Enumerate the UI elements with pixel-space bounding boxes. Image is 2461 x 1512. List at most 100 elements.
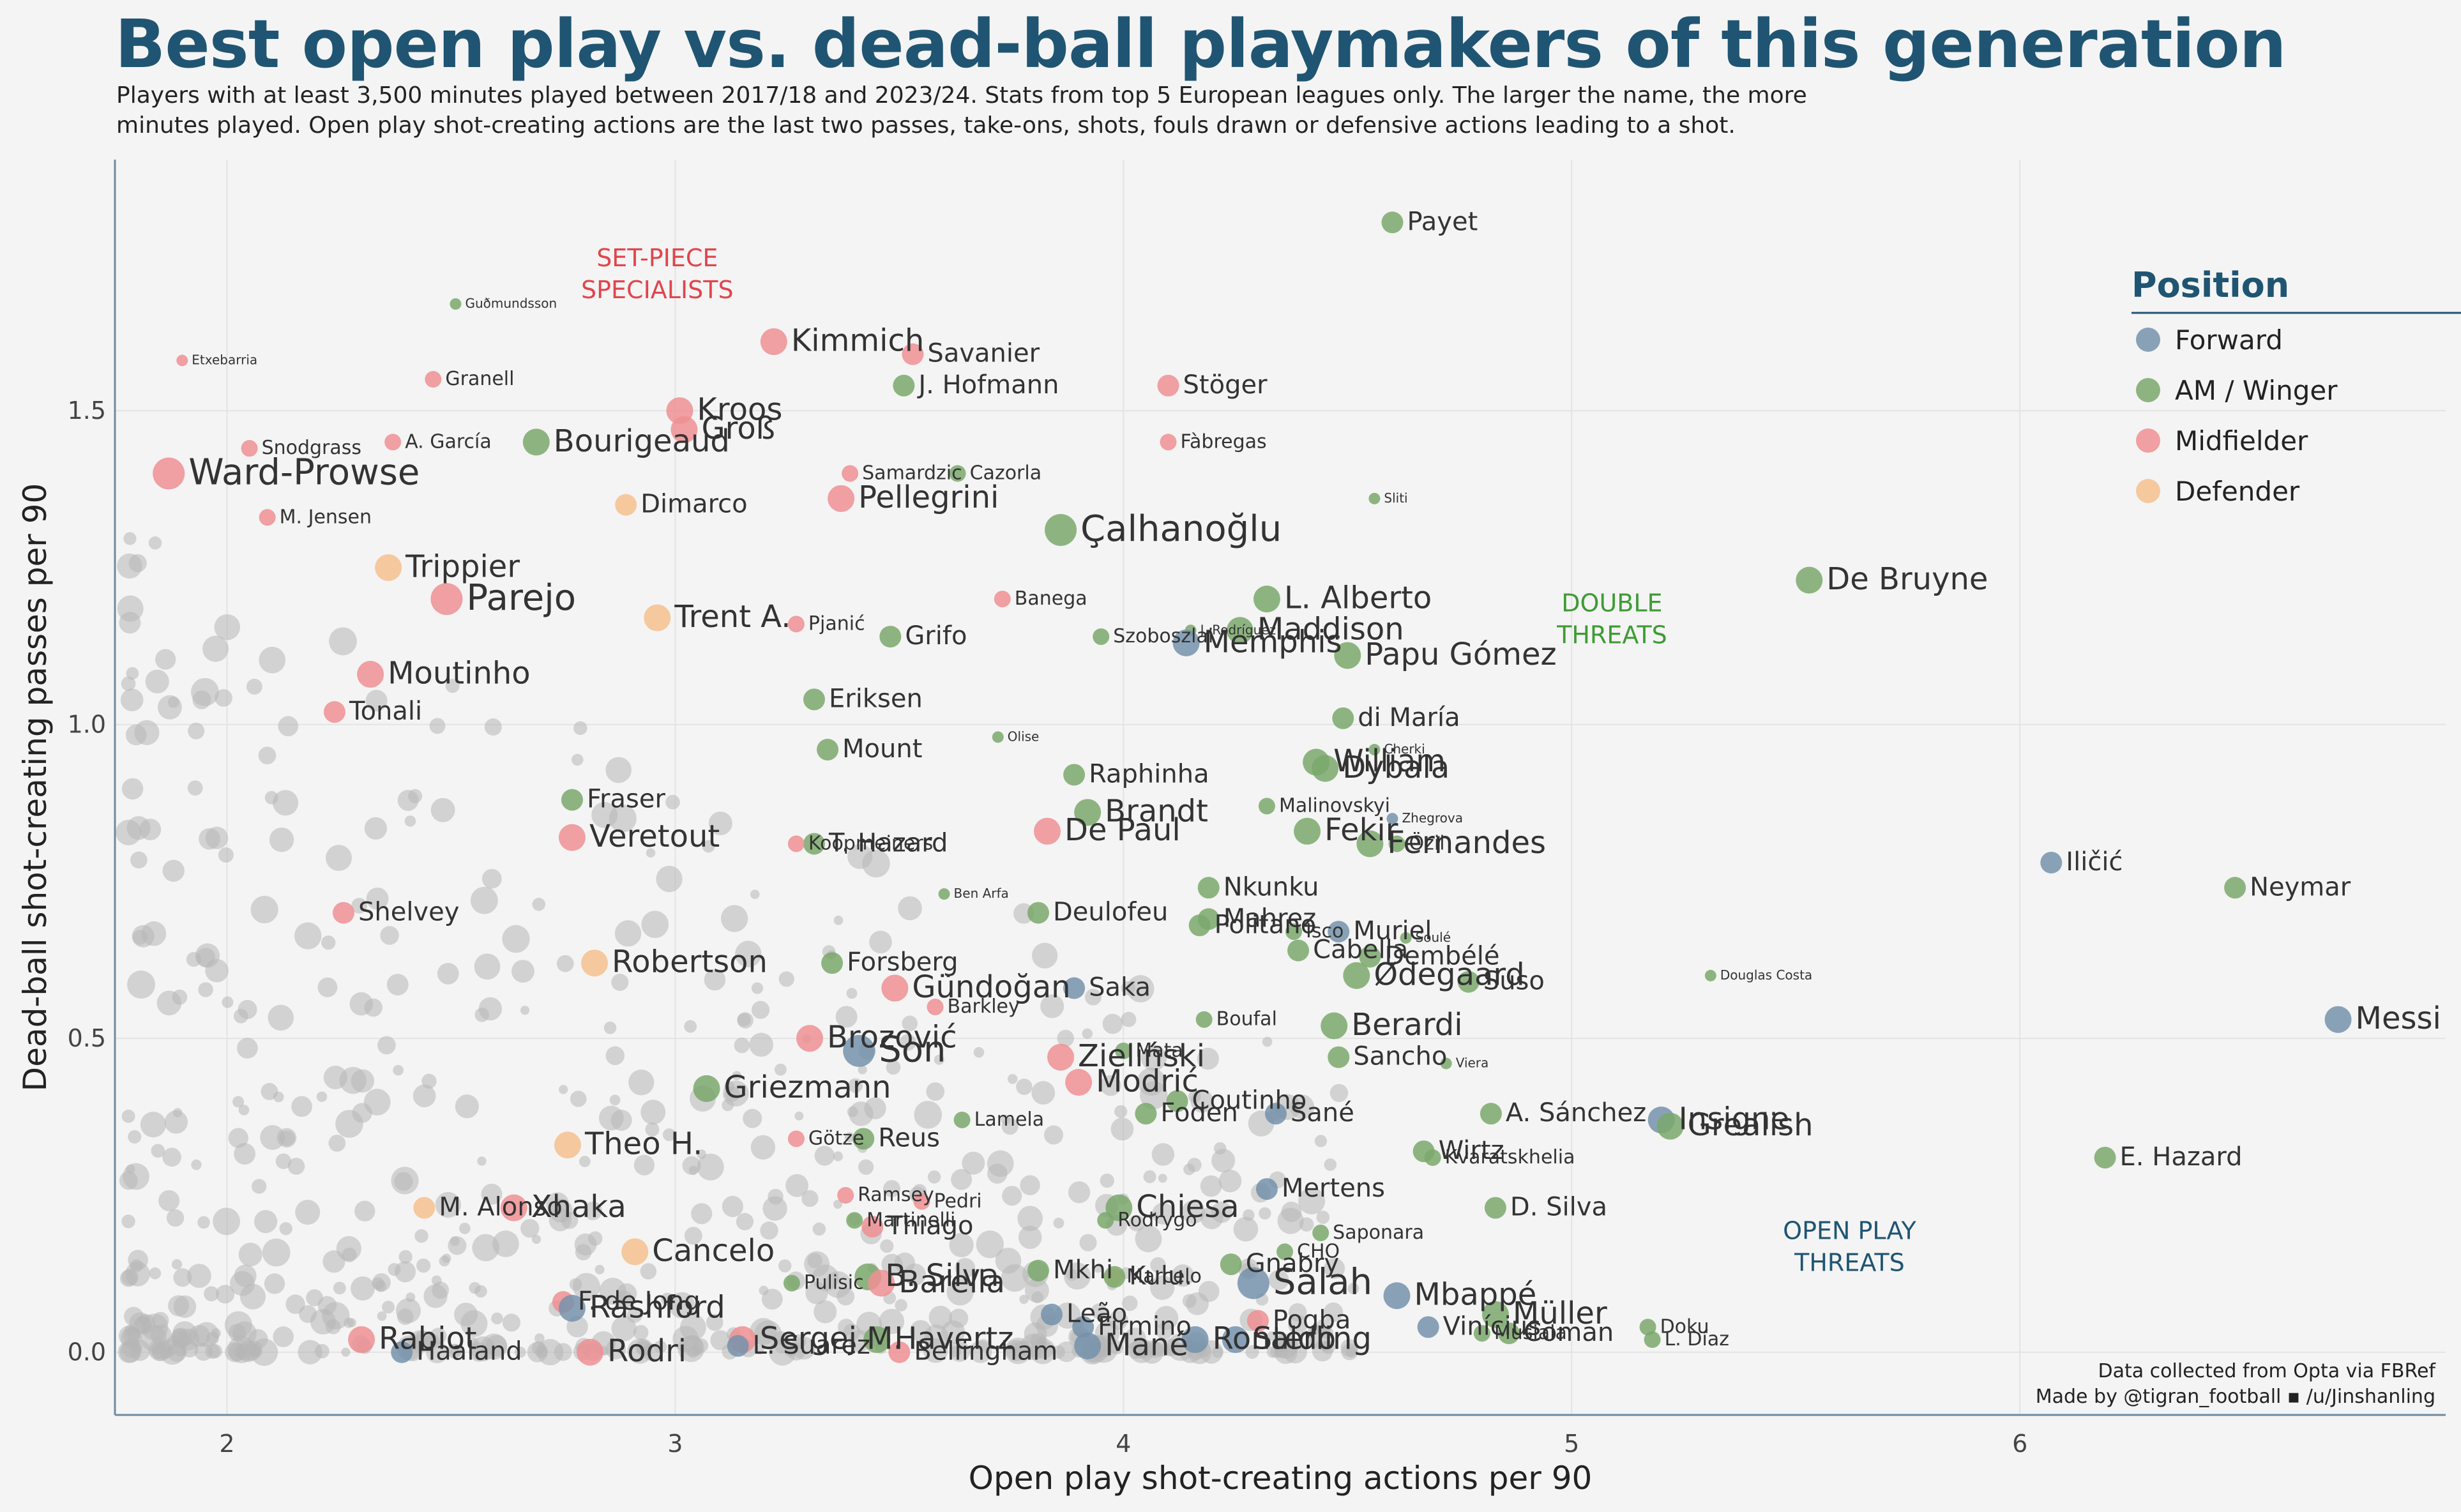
- other-player-point: [833, 1151, 844, 1161]
- other-player-point: [429, 718, 446, 734]
- other-player-point: [688, 1165, 699, 1176]
- player-point: [1457, 971, 1480, 993]
- other-player-point: [814, 1300, 837, 1324]
- player-label: Mkhi: [1053, 1255, 1113, 1285]
- other-player-point: [1093, 1264, 1103, 1273]
- x-tick-label: 6: [2012, 1430, 2027, 1458]
- player-point: [1222, 1326, 1249, 1354]
- other-player-point: [778, 971, 794, 987]
- legend-swatch: [2136, 428, 2160, 453]
- player-label: Cazorla: [970, 462, 1042, 485]
- other-player-point: [472, 1234, 500, 1262]
- player-label: Fernandes: [1387, 825, 1546, 861]
- player-point: [554, 1131, 581, 1159]
- other-player-point: [188, 1325, 211, 1347]
- other-player-point: [646, 848, 656, 858]
- player-labels: Payet Guðmundsson Etxebarria Kimmich Savanie…: [188, 207, 2441, 1369]
- other-player-point: [141, 921, 167, 946]
- player-point: [1074, 799, 1102, 826]
- player-label: Groß: [701, 411, 775, 446]
- player-point: [153, 457, 185, 490]
- player-label: Marcelo: [1126, 1266, 1202, 1288]
- other-player-point: [481, 868, 502, 889]
- other-player-point: [1121, 1011, 1137, 1027]
- player-label: Forsberg: [847, 948, 958, 977]
- other-player-point: [611, 1316, 637, 1342]
- player-label: Snodgrass: [262, 437, 361, 459]
- player-label: Szoboszlai: [1113, 625, 1213, 647]
- player-label: Ward-Prowse: [188, 451, 420, 493]
- player-point: [1343, 962, 1370, 989]
- other-player-point: [430, 798, 455, 822]
- other-player-point: [927, 1170, 941, 1184]
- other-player-point: [895, 1299, 907, 1312]
- other-player-point: [398, 1250, 413, 1264]
- other-player-point: [232, 1096, 245, 1108]
- other-player-point: [268, 1004, 294, 1031]
- other-player-point: [386, 974, 409, 995]
- legend-title: Position: [2132, 265, 2289, 305]
- other-player-point: [583, 1201, 603, 1221]
- other-player-point: [123, 532, 137, 545]
- other-player-point: [886, 1060, 901, 1075]
- player-point: [670, 416, 698, 443]
- other-player-point: [298, 1340, 322, 1365]
- other-player-point: [761, 1289, 783, 1310]
- legend-swatch: [2136, 479, 2160, 503]
- quadrant-labels: SET-PIECE SPECIALISTS DOUBLE THREATS OPEN PL…: [581, 244, 1916, 1277]
- other-player-point: [1181, 1200, 1206, 1224]
- chart-title: Best open play vs. dead-ball playmakers …: [115, 5, 2287, 83]
- player-label: Barella: [898, 1264, 1005, 1300]
- other-player-point: [254, 1209, 278, 1234]
- other-player-point: [605, 1046, 625, 1066]
- quadrant-label: THREATS: [1794, 1249, 1905, 1277]
- player-label: L. Suarez: [753, 1331, 870, 1360]
- other-player-point: [1183, 1163, 1195, 1176]
- player-point: [1160, 434, 1177, 451]
- player-label: Doku: [1660, 1315, 1709, 1338]
- player-label: Kroos: [697, 392, 782, 428]
- player-point: [760, 328, 787, 356]
- player-point: [1328, 921, 1350, 943]
- other-player-point: [532, 898, 546, 911]
- other-player-point: [1211, 1149, 1236, 1173]
- other-player-point: [750, 1135, 776, 1160]
- player-label: Firmino: [1098, 1312, 1192, 1341]
- other-player-point: [515, 1346, 526, 1358]
- player-label: Haaland: [416, 1337, 522, 1366]
- player-point: [938, 888, 950, 900]
- other-player-point: [684, 1020, 697, 1033]
- legend-entry: Midfielder: [2175, 425, 2308, 457]
- other-player-point: [381, 1301, 395, 1314]
- other-players-points: [116, 532, 1359, 1366]
- player-label: Trippier: [405, 548, 520, 584]
- other-player-point: [697, 1153, 724, 1181]
- player-point: [1027, 1259, 1049, 1281]
- player-label: Wirtz: [1439, 1136, 1504, 1165]
- other-player-point: [902, 1015, 918, 1032]
- other-player-point: [246, 678, 262, 695]
- player-label: Shelvey: [358, 898, 459, 927]
- player-point: [1381, 211, 1404, 234]
- other-player-point: [364, 998, 382, 1017]
- other-player-point: [760, 1221, 778, 1240]
- other-player-point: [474, 1008, 489, 1022]
- player-point: [561, 789, 583, 811]
- other-player-point: [213, 1207, 241, 1236]
- other-player-point: [234, 1143, 256, 1165]
- player-label: J. Rodríguez: [1199, 622, 1276, 637]
- player-point: [1195, 1011, 1213, 1028]
- other-player-point: [722, 1195, 743, 1218]
- other-player-point: [909, 1320, 932, 1342]
- player-label: Sterling: [1253, 1320, 1372, 1356]
- grid-lines: [115, 160, 2446, 1415]
- player-point: [803, 688, 825, 711]
- player-label: Dimarco: [640, 490, 747, 519]
- other-player-point: [1002, 1186, 1022, 1206]
- other-player-point: [407, 789, 423, 803]
- player-label: Theo H.: [584, 1126, 702, 1162]
- player-point: [828, 485, 855, 512]
- other-player-point: [187, 1264, 211, 1289]
- player-label: di María: [1358, 703, 1460, 732]
- x-tick-label: 2: [219, 1430, 234, 1458]
